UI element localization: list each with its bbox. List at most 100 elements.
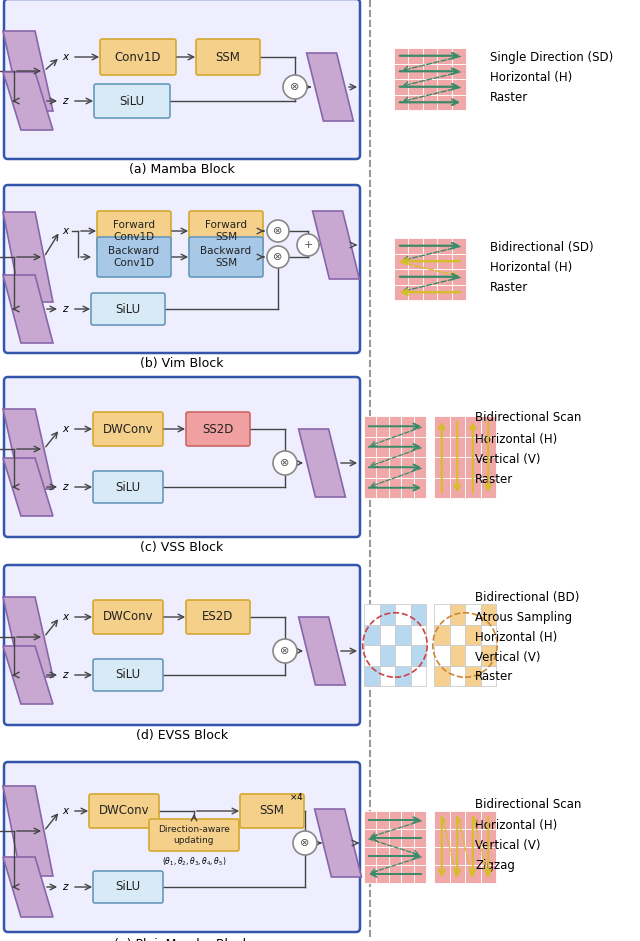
Bar (364, 811, 376, 829)
Bar (410, 645, 426, 665)
Bar (434, 625, 449, 645)
Bar (465, 416, 481, 437)
Bar (401, 811, 413, 829)
Text: updating: updating (173, 836, 214, 844)
Bar (408, 284, 423, 300)
Bar (401, 847, 413, 865)
Circle shape (267, 246, 289, 268)
Bar (364, 437, 376, 457)
Bar (465, 437, 481, 457)
Bar (394, 269, 408, 284)
Bar (437, 79, 452, 94)
Bar (376, 457, 388, 477)
FancyBboxPatch shape (100, 39, 176, 75)
Text: Raster: Raster (490, 90, 528, 104)
FancyBboxPatch shape (240, 794, 304, 828)
Bar (389, 829, 401, 847)
FancyBboxPatch shape (186, 600, 250, 634)
Bar (408, 238, 423, 253)
Bar (452, 63, 466, 79)
Polygon shape (3, 458, 53, 516)
Text: DWConv: DWConv (99, 805, 149, 818)
Text: SSM: SSM (260, 805, 284, 818)
Bar (437, 269, 452, 284)
Bar (434, 416, 449, 437)
Text: Horizontal (H): Horizontal (H) (490, 71, 572, 84)
Bar (401, 437, 413, 457)
Bar (389, 865, 401, 883)
Text: SiLU: SiLU (115, 668, 141, 681)
Bar (434, 457, 449, 477)
Bar (423, 253, 437, 269)
Bar (481, 665, 496, 686)
FancyBboxPatch shape (189, 211, 263, 251)
Bar (481, 477, 496, 498)
FancyBboxPatch shape (189, 237, 263, 277)
Text: Conv1D: Conv1D (115, 51, 161, 63)
Text: Forward: Forward (113, 219, 155, 230)
Bar (394, 238, 408, 253)
Text: Vertical (V): Vertical (V) (475, 650, 541, 663)
Bar (394, 284, 408, 300)
Bar (413, 847, 426, 865)
Bar (434, 477, 449, 498)
Bar (434, 645, 449, 665)
Bar (449, 416, 465, 437)
FancyBboxPatch shape (196, 39, 260, 75)
Text: (b) Vim Block: (b) Vim Block (140, 357, 224, 370)
Bar (364, 457, 376, 477)
FancyBboxPatch shape (91, 293, 165, 325)
Bar (465, 865, 481, 883)
Text: $\times$4: $\times$4 (289, 791, 304, 803)
Bar (413, 416, 426, 437)
FancyBboxPatch shape (93, 412, 163, 446)
Bar (452, 79, 466, 94)
Polygon shape (3, 597, 53, 677)
Bar (408, 94, 423, 110)
Text: $(\theta_1,\theta_2,\theta_3,\theta_4,\theta_5)$: $(\theta_1,\theta_2,\theta_3,\theta_4,\t… (162, 855, 227, 868)
Text: ⊗: ⊗ (280, 458, 290, 468)
Bar (465, 477, 481, 498)
Bar (434, 829, 449, 847)
Text: x: x (62, 612, 68, 622)
FancyBboxPatch shape (186, 412, 250, 446)
Text: Conv1D: Conv1D (113, 259, 155, 268)
FancyBboxPatch shape (94, 84, 170, 118)
Polygon shape (3, 857, 53, 917)
FancyBboxPatch shape (89, 794, 159, 828)
Bar (481, 829, 496, 847)
Bar (394, 79, 408, 94)
Text: ⊗: ⊗ (273, 226, 283, 236)
Text: +: + (303, 240, 313, 250)
Text: Bidirectional (BD): Bidirectional (BD) (475, 591, 579, 603)
Bar (423, 238, 437, 253)
Text: Vertical (V): Vertical (V) (475, 838, 541, 852)
Bar (449, 645, 465, 665)
Bar (437, 253, 452, 269)
Bar (395, 665, 410, 686)
Bar (389, 416, 401, 437)
Bar (380, 665, 395, 686)
Text: ⊗: ⊗ (273, 252, 283, 262)
Bar (364, 829, 376, 847)
Text: x: x (62, 52, 68, 62)
Text: DWConv: DWConv (102, 423, 154, 436)
Polygon shape (315, 809, 362, 877)
Text: (e) PlainMamba Block: (e) PlainMamba Block (114, 938, 250, 941)
Bar (465, 625, 481, 645)
Bar (465, 645, 481, 665)
FancyBboxPatch shape (4, 377, 360, 537)
Text: ⊗: ⊗ (300, 838, 310, 848)
Bar (423, 79, 437, 94)
Text: SiLU: SiLU (115, 481, 141, 493)
Bar (380, 604, 395, 625)
FancyBboxPatch shape (93, 871, 163, 903)
Text: z: z (62, 670, 67, 680)
Bar (395, 604, 410, 625)
Bar (481, 416, 496, 437)
Text: Atrous Sampling: Atrous Sampling (475, 611, 572, 624)
Bar (465, 829, 481, 847)
Circle shape (273, 451, 297, 475)
Text: Bidirectional (SD): Bidirectional (SD) (490, 241, 594, 253)
FancyBboxPatch shape (4, 185, 360, 353)
